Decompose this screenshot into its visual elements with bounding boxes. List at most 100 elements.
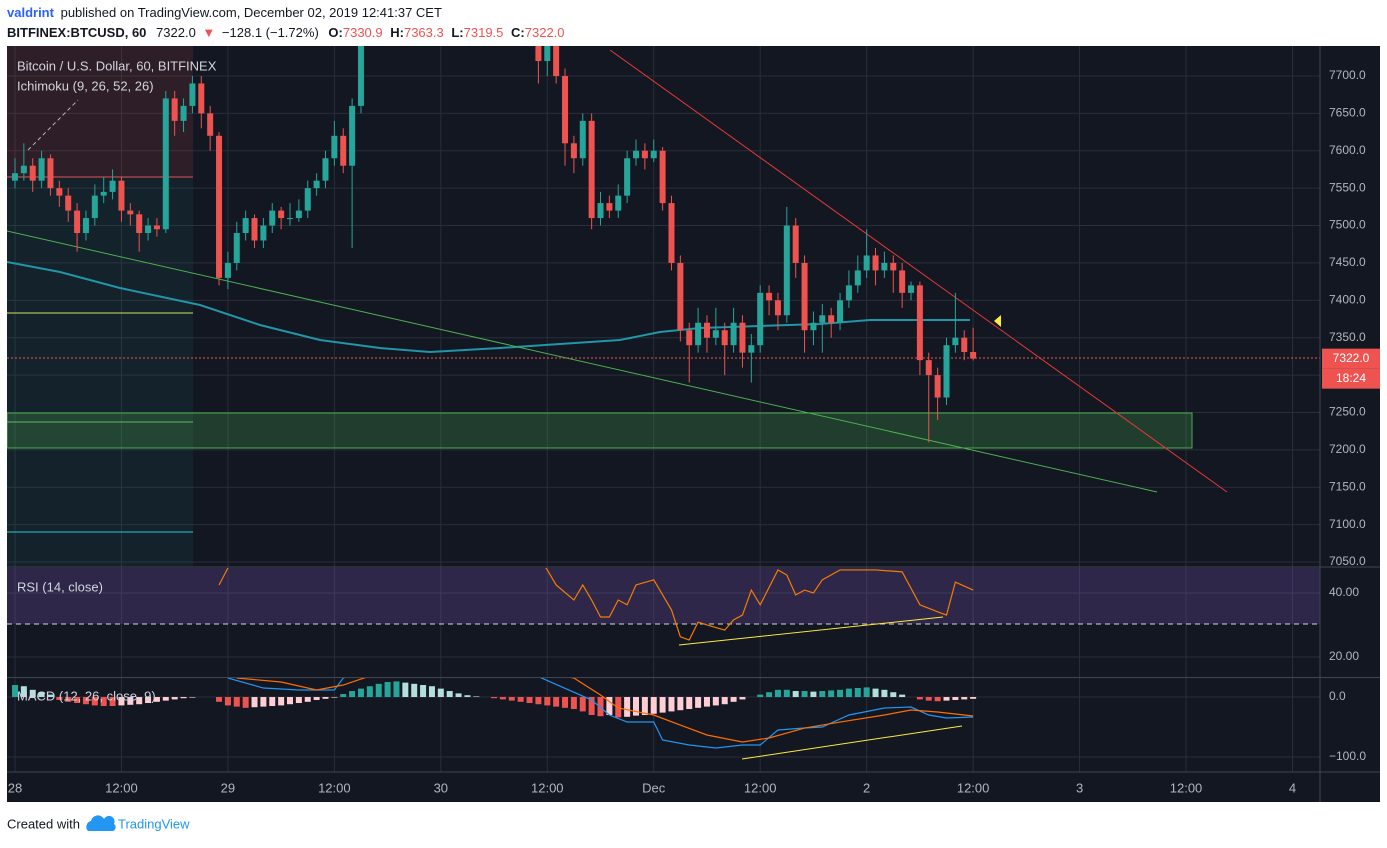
candle-body	[890, 262, 897, 271]
histogram-bar	[952, 697, 959, 701]
x-tick-label: Dec	[642, 780, 666, 795]
candle-body	[91, 195, 98, 219]
histogram-bar	[189, 697, 196, 698]
histogram-bar	[606, 697, 613, 716]
close: 7322.0	[525, 25, 565, 40]
logo-cloud[interactable]	[86, 815, 116, 831]
histogram-bar	[100, 697, 107, 707]
candle-body	[659, 150, 666, 204]
histogram-bar	[934, 697, 941, 702]
support-zone	[7, 412, 1193, 449]
x-tick-label: 28	[8, 780, 22, 795]
candle-body	[934, 375, 941, 398]
candle-body	[349, 105, 356, 166]
histogram-bar	[668, 697, 675, 712]
logo[interactable]: TradingView	[86, 815, 190, 831]
y-tick-label: 0.0	[1329, 689, 1346, 703]
macd-trendline	[741, 725, 963, 760]
histogram-bar	[970, 697, 977, 699]
histogram-bar	[375, 683, 382, 698]
candle-body	[357, 46, 364, 106]
histogram-bar	[455, 693, 462, 698]
histogram-bar	[153, 697, 160, 702]
line	[218, 568, 974, 641]
histogram-bar	[366, 686, 373, 698]
candle-body	[313, 180, 320, 189]
candle-body	[872, 255, 879, 271]
price-label-box	[1322, 348, 1380, 369]
candle-body	[109, 180, 116, 192]
candle-body	[216, 135, 223, 278]
y-tick-label: 40.00	[1329, 585, 1359, 599]
candle-body	[340, 135, 347, 166]
candle-body	[837, 300, 844, 323]
low: 7319.5	[464, 25, 504, 40]
candle-body	[20, 165, 27, 174]
candle-body	[136, 214, 143, 234]
histogram-bar	[29, 689, 36, 698]
x-tick-label: 12:00	[957, 780, 990, 795]
histogram-bar	[579, 697, 586, 712]
histogram-bar	[766, 692, 773, 698]
candle-body	[961, 337, 968, 352]
histogram-bar	[313, 697, 320, 701]
candle-body	[748, 345, 755, 353]
histogram-bar	[145, 697, 152, 704]
histogram-bar	[411, 683, 418, 698]
candle-body	[38, 158, 45, 181]
candle-body	[916, 285, 923, 361]
candle-body	[819, 315, 826, 323]
candle-body	[677, 262, 684, 331]
histogram-bar	[615, 697, 622, 718]
candle-body	[588, 120, 595, 219]
y-tick-label: 7550.0	[1329, 180, 1366, 194]
histogram-bar	[402, 682, 409, 698]
candle-body	[730, 322, 737, 346]
ichimoku-baseline	[7, 261, 970, 354]
candle-body	[792, 225, 799, 263]
y-tick-label: 7400.0	[1329, 292, 1366, 306]
candle-body	[899, 270, 906, 293]
candle-body	[287, 218, 294, 220]
x-tick-label: 12:00	[1170, 780, 1203, 795]
histogram-bar	[65, 697, 72, 702]
candle-body	[322, 158, 329, 181]
histogram-bar	[562, 697, 569, 708]
candle-body	[828, 315, 835, 323]
candle-body	[260, 225, 267, 241]
candle-body	[952, 337, 959, 346]
histogram-bar	[526, 697, 533, 704]
histogram-bar	[11, 685, 18, 698]
candle-body	[544, 46, 551, 62]
line	[236, 678, 974, 743]
high: 7363.3	[404, 25, 444, 40]
candle-body	[162, 98, 169, 230]
brand[interactable]: TradingView	[118, 816, 190, 831]
candle-body	[242, 218, 249, 234]
candle-body	[766, 292, 773, 301]
histogram-bar	[162, 697, 169, 701]
candle-body	[579, 120, 586, 159]
candle-body	[491, 0, 497, 1]
histogram-bar	[703, 697, 710, 707]
candle-body	[908, 285, 915, 293]
candle-body	[712, 330, 719, 338]
symbol-line: BITFINEX:BTCUSD, 60 7322.0 ▼ −128.1 (−1.…	[7, 25, 565, 40]
x-tick-label: 12:00	[105, 780, 138, 795]
chart-background	[7, 46, 1380, 802]
histogram-bar	[828, 690, 835, 698]
x-tick-label: 12:00	[531, 780, 564, 795]
histogram-bar	[677, 697, 684, 711]
histogram-bar	[180, 697, 187, 699]
chart-title: Bitcoin / U.S. Dollar, 60, BITFINEX	[17, 58, 217, 73]
candle-body	[56, 188, 63, 196]
histogram-bar	[712, 697, 719, 706]
l-label: L:	[451, 25, 463, 40]
candle-body	[597, 203, 604, 219]
candle-body	[535, 46, 542, 62]
candle-body	[757, 292, 764, 346]
histogram-bar	[881, 689, 888, 698]
histogram-bar	[721, 697, 728, 705]
